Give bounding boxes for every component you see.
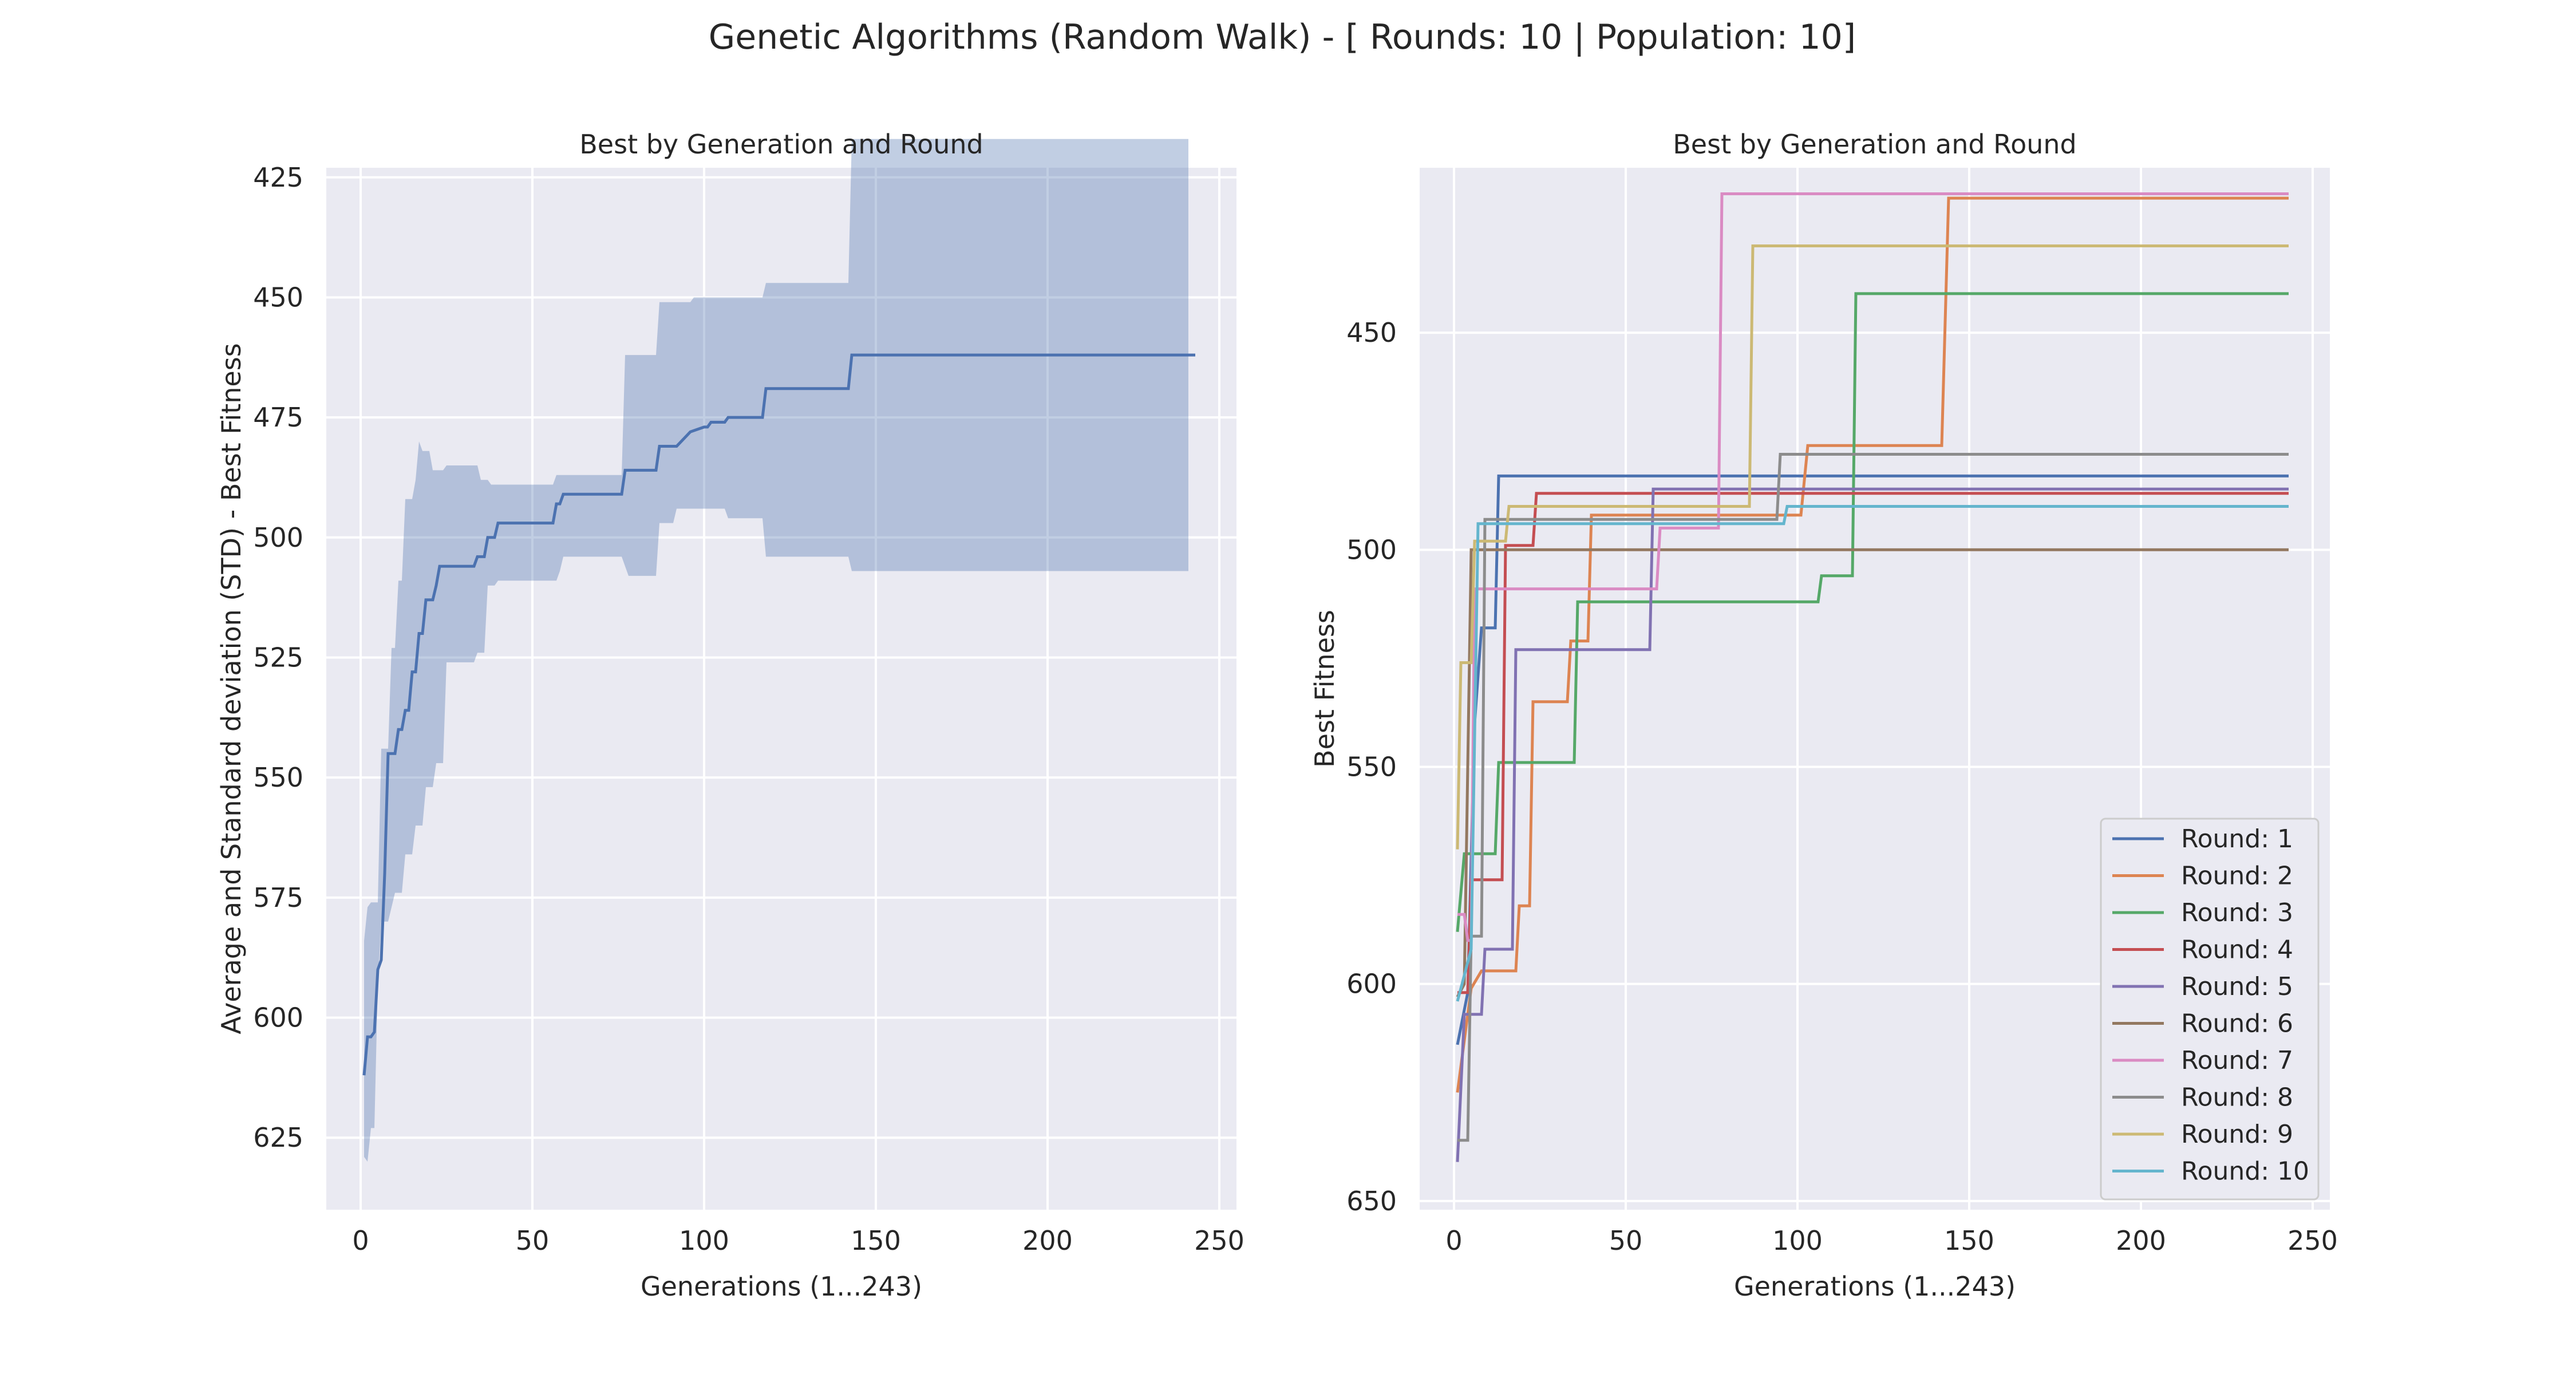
- legend-entry: Round: 4: [2181, 935, 2293, 965]
- series-line: [1456, 292, 2289, 932]
- x-tick-label: 0: [352, 1225, 369, 1256]
- x-tick-label: 200: [1022, 1225, 1073, 1256]
- y-tick-label: 475: [253, 402, 303, 433]
- legend-entry: Round: 5: [2181, 972, 2293, 1001]
- legend-entry: Round: 6: [2181, 1009, 2293, 1039]
- series-line: [1457, 192, 2289, 942]
- y-tick-label: 525: [253, 642, 303, 673]
- x-axis-label: Generations (1...243): [1734, 1271, 2016, 1302]
- legend-entry: Round: 3: [2181, 898, 2293, 927]
- y-tick-label: 575: [253, 882, 303, 913]
- series-line: [1457, 453, 2289, 1142]
- x-tick-label: 50: [1609, 1225, 1643, 1256]
- x-tick-label: 150: [851, 1225, 901, 1256]
- legend: Round: 1 Round: 2 Round: 3 Round: 4 Round: 5…: [2100, 818, 2320, 1201]
- series-line: [1456, 196, 2289, 1093]
- y-tick-label: 600: [1346, 969, 1397, 1000]
- y-axis-label: Best Fitness: [1309, 610, 1340, 768]
- plot-area: [326, 168, 1236, 1210]
- x-tick-label: 50: [516, 1225, 550, 1256]
- legend-entry: Round: 2: [2181, 862, 2293, 891]
- y-tick-label: 425: [253, 162, 303, 193]
- legend-entry: Round: 1: [2181, 824, 2293, 854]
- x-tick-label: 100: [679, 1225, 729, 1256]
- legend-entry: Round: 7: [2181, 1046, 2293, 1075]
- y-tick-label: 500: [1346, 534, 1397, 565]
- y-tick-label: 500: [253, 522, 303, 553]
- series-line: [362, 353, 1195, 1076]
- y-tick-label: 450: [253, 282, 303, 313]
- x-tick-label: 200: [2116, 1225, 2166, 1256]
- y-tick-label: 600: [253, 1002, 303, 1033]
- std-band: [364, 139, 1188, 1162]
- y-axis-label: Average and Standard deviation (STD) - B…: [216, 343, 247, 1034]
- legend-entry: Round: 8: [2181, 1083, 2293, 1112]
- y-tick-label: 625: [253, 1122, 303, 1153]
- chart-title: Best by Generation and Round: [1673, 129, 2076, 160]
- y-tick-label: 550: [1346, 752, 1397, 783]
- y-tick-label: 650: [1346, 1186, 1397, 1217]
- figure-suptitle: Genetic Algorithms (Random Walk) - [ Rou…: [709, 17, 1856, 57]
- chart-title: Best by Generation and Round: [579, 129, 983, 160]
- series-line: [1456, 244, 2289, 850]
- series-line: [1456, 505, 2289, 1002]
- y-tick-label: 550: [253, 762, 303, 793]
- right-chart: 0 50 100 150 200 250 450 500 550 600 650 Best by Ge…: [1309, 129, 2338, 1302]
- x-tick-label: 0: [1445, 1225, 1462, 1256]
- legend-entry: Round: 10: [2181, 1157, 2309, 1186]
- x-axis-label: Generations (1...243): [641, 1271, 922, 1302]
- left-chart: 0 50 100 150 200 250 425 450 475 500 525 550 575 600 6…: [216, 129, 1244, 1302]
- legend-entry: Round: 9: [2181, 1120, 2293, 1149]
- x-tick-label: 100: [1772, 1225, 1823, 1256]
- series-line: [1457, 492, 2289, 994]
- y-tick-label: 450: [1346, 317, 1397, 348]
- x-tick-label: 250: [2287, 1225, 2338, 1256]
- x-tick-label: 250: [1194, 1225, 1244, 1256]
- x-tick-label: 150: [1944, 1225, 1994, 1256]
